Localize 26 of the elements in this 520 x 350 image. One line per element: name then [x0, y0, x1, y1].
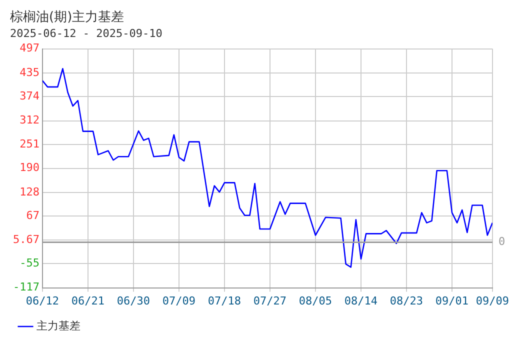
y-tick-label: 435	[20, 66, 40, 79]
chart-title: 棕榈油(期)主力基差	[10, 9, 124, 26]
y-tick-label: 5.67	[12, 232, 40, 246]
y-tick-label: 67	[26, 209, 40, 222]
ref-line-label: 0	[498, 235, 506, 248]
x-tick-label: 07/18	[208, 294, 242, 308]
y-tick-label: -55	[20, 256, 40, 270]
x-tick-label: 07/09	[162, 294, 196, 308]
x-tick-label: 07/27	[253, 294, 287, 308]
y-tick-label: 374	[20, 90, 40, 103]
x-tick-label: 06/30	[116, 294, 150, 308]
x-tick-label: 08/05	[298, 294, 332, 308]
x-tick-label: 09/09	[476, 294, 510, 308]
x-tick-label: 09/01	[435, 294, 469, 308]
chart-subtitle: 2025-06-12 - 2025-09-10	[10, 27, 162, 40]
y-tick-label: 312	[20, 114, 40, 127]
x-tick-label: 08/14	[344, 294, 378, 308]
x-tick-label: 08/23	[390, 294, 424, 308]
y-tick-label: 190	[20, 161, 40, 174]
x-tick-label: 06/12	[26, 294, 60, 308]
y-tick-label: 128	[20, 185, 40, 198]
y-tick-label: 251	[20, 137, 40, 150]
y-tick-label: -117	[12, 280, 40, 294]
legend-label: 主力基差	[36, 319, 80, 332]
x-tick-label: 06/21	[71, 294, 105, 308]
y-tick-label: 497	[20, 42, 40, 55]
